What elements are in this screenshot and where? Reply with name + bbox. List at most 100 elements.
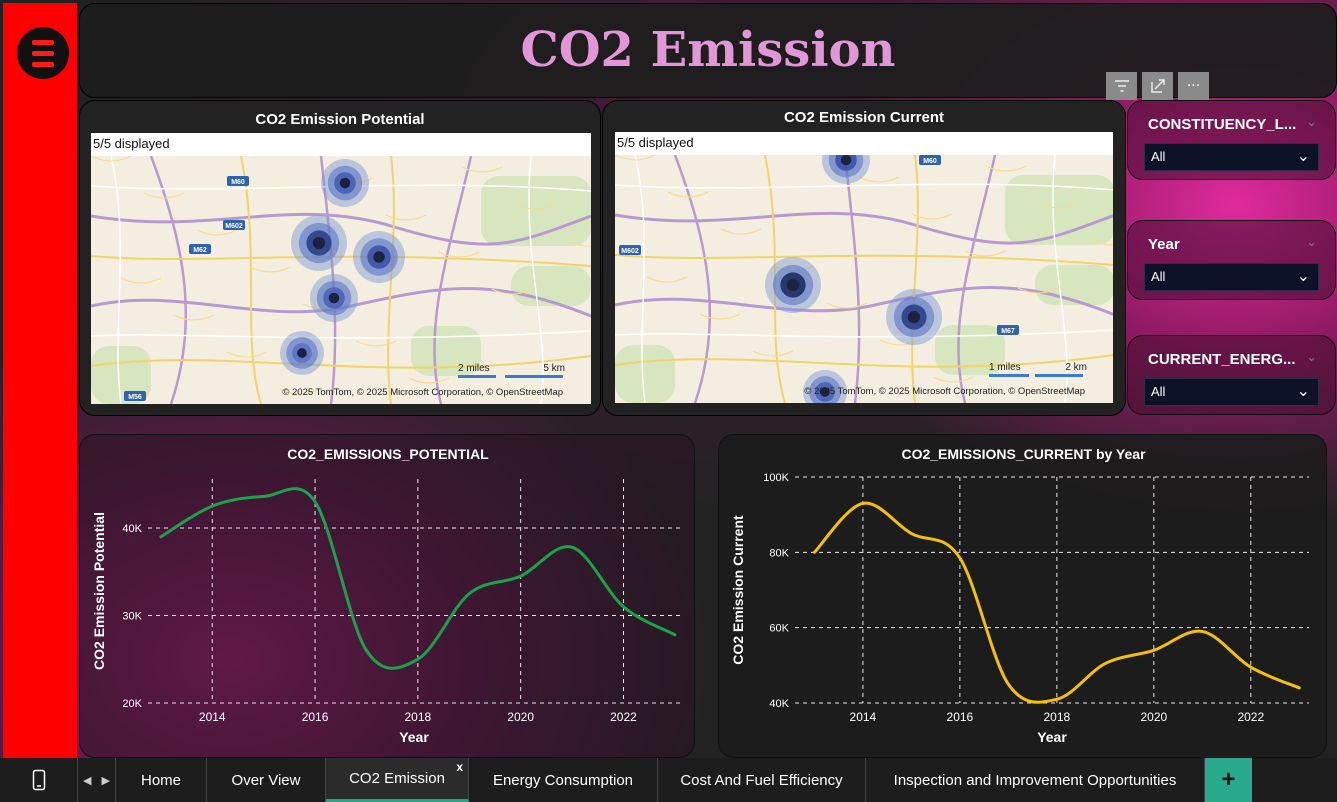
data-point[interactable] <box>857 497 869 509</box>
add-page-button[interactable]: + <box>1205 758 1252 802</box>
map-canvas[interactable]: 5/5 displayed M602 M67 M60 1 miles 2 km © … <box>615 132 1113 403</box>
x-tick-label: 2022 <box>610 710 637 724</box>
data-point[interactable] <box>412 653 424 665</box>
data-point[interactable] <box>808 546 820 558</box>
map-bubble[interactable] <box>321 159 369 207</box>
data-point[interactable] <box>669 629 681 641</box>
focus-mode-icon[interactable] <box>1142 72 1173 100</box>
data-point[interactable] <box>617 601 629 613</box>
tab-cost-and-fuel-efficiency[interactable]: Cost And Fuel Efficiency <box>658 758 866 802</box>
page-title: CO2 Emission <box>520 22 896 78</box>
svg-text:M62: M62 <box>193 247 207 254</box>
data-point[interactable] <box>206 500 218 512</box>
data-point[interactable] <box>1002 678 1014 690</box>
slicer-label: CONSTITUENCY_L... <box>1148 116 1297 133</box>
map-title: CO2 Emission Current <box>783 109 945 126</box>
chevron-down-icon: ⌄ <box>1296 148 1310 165</box>
data-point[interactable] <box>1245 661 1257 673</box>
map-bubble[interactable] <box>803 370 847 403</box>
sidebar <box>3 3 77 758</box>
map-bubble[interactable] <box>310 274 358 322</box>
map-attribution[interactable]: © 2025 TomTom, © 2025 Microsoft Corporat… <box>282 387 563 398</box>
map-bubble[interactable] <box>280 331 324 375</box>
tab-home[interactable]: Home <box>116 758 207 802</box>
data-point[interactable] <box>515 570 527 582</box>
slicer-dropdown[interactable]: All ⌄ <box>1144 378 1319 406</box>
series-line[interactable] <box>159 487 677 670</box>
data-point[interactable] <box>1099 657 1111 669</box>
map-basemap[interactable]: M60 M602 M62 M56 <box>91 156 591 404</box>
map-basemap[interactable]: M602 M67 M60 <box>615 155 1113 403</box>
slicer-dropdown[interactable]: All ⌄ <box>1144 263 1319 291</box>
tab-inspection[interactable]: Inspection and Improvement Opportunities <box>866 758 1205 802</box>
data-point[interactable] <box>309 496 321 508</box>
slicer-dropdown[interactable]: All ⌄ <box>1144 143 1319 171</box>
data-point[interactable] <box>1051 693 1063 705</box>
chart-title: CO2_EMISSIONS_CURRENT by Year <box>901 446 1146 462</box>
data-point[interactable] <box>258 491 270 503</box>
map-displayed-count: 5/5 displayed <box>91 133 591 156</box>
slicer-label: Year <box>1148 236 1180 253</box>
scale-km: 2 km <box>1035 362 1087 377</box>
data-point[interactable] <box>566 541 578 553</box>
visual-toolbar: ··· <box>1106 72 1209 100</box>
data-point[interactable] <box>1196 625 1208 637</box>
tab-label: Over View <box>231 771 301 789</box>
road-label: M67 <box>997 325 1019 335</box>
close-tab-icon[interactable]: x <box>456 760 463 774</box>
x-tick-label: 2016 <box>302 710 329 724</box>
map-bubble[interactable] <box>822 155 870 184</box>
previous-tab-icon[interactable]: ◀ <box>83 774 92 787</box>
page-tabs-bar: ◀ ▶ Home Over View CO2 Emission x Energy … <box>0 758 1337 802</box>
slicer-value: All <box>1151 149 1166 164</box>
y-tick-label: 40K <box>122 523 142 535</box>
x-tick-label: 2014 <box>199 710 226 724</box>
chevron-down-icon[interactable]: ⌄ <box>1306 350 1317 365</box>
next-tab-icon[interactable]: ▶ <box>101 774 110 787</box>
chevron-down-icon[interactable]: ⌄ <box>1306 115 1317 130</box>
tab-over-view[interactable]: Over View <box>207 758 326 802</box>
hamburger-menu-icon[interactable] <box>17 27 69 79</box>
data-point[interactable] <box>155 531 167 543</box>
phone-layout-icon[interactable] <box>0 758 78 802</box>
svg-text:M602: M602 <box>621 248 639 255</box>
filter-icon[interactable] <box>1106 72 1137 100</box>
data-point[interactable] <box>905 528 917 540</box>
data-point[interactable] <box>954 552 966 564</box>
chart-plot[interactable]: CO2_EMISSIONS_POTENTIAL 20K 30K 40K 2014 2016… <box>80 435 696 759</box>
tab-energy-consumption[interactable]: Energy Consumption <box>469 758 658 802</box>
data-point[interactable] <box>463 588 475 600</box>
tab-label: Cost And Fuel Efficiency <box>680 771 843 789</box>
x-tick-label: 2022 <box>1237 710 1264 724</box>
chevron-down-icon: ⌄ <box>1296 383 1310 400</box>
tab-label: Energy Consumption <box>492 771 634 789</box>
chart-title: CO2_EMISSIONS_POTENTIAL <box>287 446 489 462</box>
tab-co2-emission[interactable]: CO2 Emission x <box>326 758 469 802</box>
series-line[interactable] <box>812 501 1301 704</box>
map-attribution[interactable]: © 2025 TomTom, © 2025 Microsoft Corporat… <box>804 386 1085 397</box>
line-chart-potential: CO2_EMISSIONS_POTENTIAL 20K 30K 40K 2014 2016… <box>79 434 695 758</box>
scale-miles-label: 1 miles <box>989 362 1021 373</box>
map-canvas[interactable]: 5/5 displayed M60 M602 M62 M56 2 miles 5 km… <box>91 133 591 404</box>
map-bubble[interactable] <box>886 289 942 345</box>
chevron-down-icon: ⌄ <box>1296 268 1310 285</box>
data-point[interactable] <box>1148 644 1160 656</box>
title-banner: CO2 Emission ··· <box>79 3 1337 100</box>
map-bubble[interactable] <box>765 257 821 313</box>
map-bubble[interactable] <box>291 215 347 271</box>
chevron-down-icon[interactable]: ⌄ <box>1306 235 1317 250</box>
x-tick-label: 2018 <box>405 710 432 724</box>
slicer-year: Year ⌄ All ⌄ <box>1127 220 1336 300</box>
chart-plot[interactable]: CO2_EMISSIONS_CURRENT by Year 40K 60K 80K 10… <box>719 435 1328 759</box>
y-tick-label: 60K <box>769 623 789 635</box>
scale-km: 5 km <box>505 363 565 378</box>
slicer-label: CURRENT_ENERG... <box>1148 351 1296 368</box>
x-tick-label: 2020 <box>1140 710 1167 724</box>
report-canvas: CO2 Emission ··· CO2 Emission Potential … <box>0 0 1337 758</box>
more-options-icon[interactable]: ··· <box>1178 72 1209 100</box>
data-point[interactable] <box>1293 682 1305 694</box>
svg-text:M67: M67 <box>1001 328 1015 335</box>
svg-text:M602: M602 <box>225 223 243 230</box>
data-point[interactable] <box>360 645 372 657</box>
map-bubble[interactable] <box>353 231 405 283</box>
